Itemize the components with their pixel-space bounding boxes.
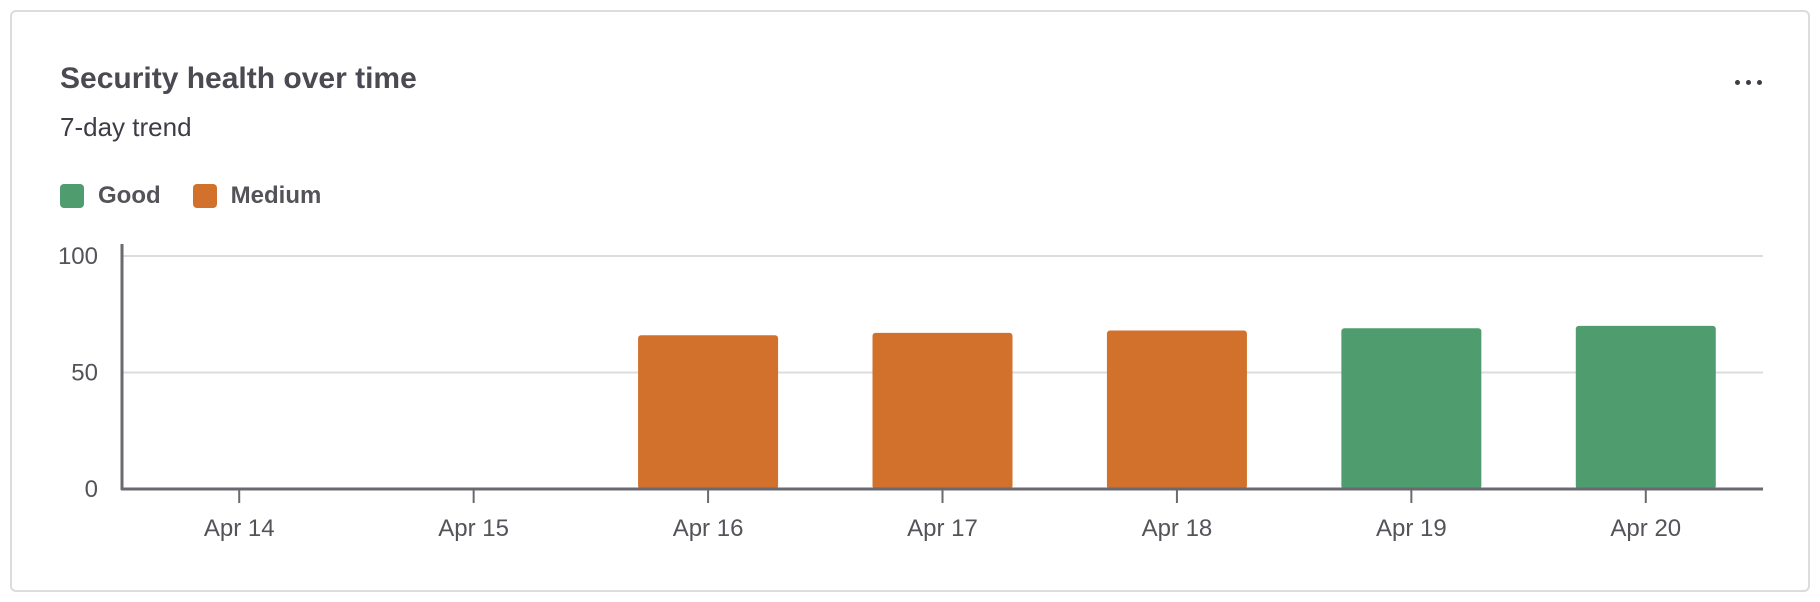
y-tick-label: 0 bbox=[85, 476, 98, 503]
legend-item-good[interactable]: Good bbox=[60, 182, 161, 210]
bar-apr-16[interactable] bbox=[638, 335, 779, 489]
bars bbox=[638, 325, 1716, 489]
x-tick-label: Apr 14 bbox=[204, 515, 275, 542]
y-tick-label: 100 bbox=[58, 243, 98, 270]
legend-label-good: Good bbox=[98, 182, 161, 209]
x-tick-label: Apr 16 bbox=[673, 515, 744, 542]
axes bbox=[120, 244, 1763, 503]
x-tick-label: Apr 15 bbox=[438, 515, 509, 542]
x-tick-label: Apr 20 bbox=[1610, 515, 1681, 542]
chart-card: Security health over time 7-day trend Go… bbox=[10, 10, 1810, 592]
legend-item-medium[interactable]: Medium bbox=[192, 182, 322, 210]
y-tick-label: 50 bbox=[71, 360, 98, 387]
legend-label-medium: Medium bbox=[230, 182, 322, 209]
x-tick-label: Apr 19 bbox=[1376, 515, 1447, 542]
legend-swatch-medium bbox=[192, 184, 217, 208]
more-options-button[interactable] bbox=[1724, 64, 1772, 100]
chart-legend: Good Medium bbox=[60, 182, 321, 210]
chart-subtitle: 7-day trend bbox=[60, 112, 192, 142]
bar-apr-18[interactable] bbox=[1106, 330, 1247, 489]
more-horizontal-icon-dot bbox=[1756, 79, 1762, 85]
bar-apr-17[interactable] bbox=[872, 332, 1013, 489]
more-horizontal-icon-dot bbox=[1745, 79, 1751, 85]
bar-apr-20[interactable] bbox=[1575, 325, 1716, 489]
x-tick-label: Apr 17 bbox=[907, 515, 978, 542]
chart-title: Security health over time bbox=[60, 62, 417, 95]
tick-labels: 0 50 100 Apr 14 Apr 15 Apr 16 Apr 17 Apr 18 Apr … bbox=[58, 243, 1681, 542]
x-tick-label: Apr 18 bbox=[1142, 515, 1213, 542]
legend-swatch-good bbox=[60, 184, 84, 208]
bar-apr-19[interactable] bbox=[1341, 328, 1482, 489]
more-horizontal-icon bbox=[1734, 79, 1740, 85]
